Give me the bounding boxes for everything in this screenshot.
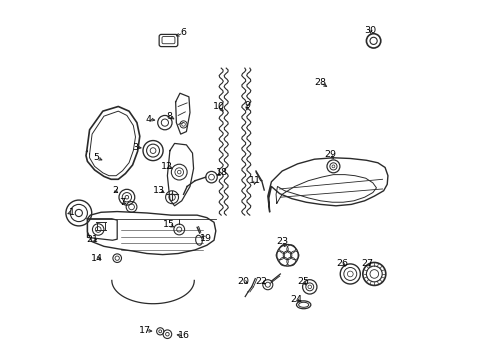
- Text: 15: 15: [163, 220, 175, 229]
- Text: 8: 8: [166, 112, 172, 121]
- Text: 23: 23: [276, 237, 287, 246]
- Text: 29: 29: [323, 150, 335, 159]
- Text: 12: 12: [161, 162, 173, 171]
- Text: 6: 6: [180, 28, 186, 37]
- Text: 26: 26: [335, 259, 347, 268]
- Text: 10: 10: [212, 102, 224, 111]
- Text: 16: 16: [178, 332, 190, 341]
- Text: 14: 14: [91, 254, 102, 263]
- Text: 28: 28: [314, 78, 326, 87]
- Text: 27: 27: [361, 259, 372, 268]
- Text: 5: 5: [94, 153, 100, 162]
- Text: 7: 7: [120, 198, 125, 207]
- Text: 11: 11: [249, 176, 261, 185]
- Text: 1: 1: [68, 208, 75, 217]
- Text: 13: 13: [153, 185, 165, 194]
- Text: 30: 30: [364, 26, 376, 35]
- Text: 20: 20: [237, 276, 249, 285]
- Text: 25: 25: [297, 276, 309, 285]
- Text: 24: 24: [290, 294, 302, 303]
- Text: 22: 22: [255, 276, 267, 285]
- Text: 19: 19: [200, 234, 211, 243]
- Text: 4: 4: [145, 114, 151, 123]
- Text: 18: 18: [216, 168, 228, 177]
- Text: 17: 17: [139, 326, 150, 335]
- Text: 9: 9: [244, 101, 250, 110]
- Text: 21: 21: [86, 235, 98, 244]
- Text: 3: 3: [132, 143, 138, 152]
- Text: 2: 2: [112, 185, 118, 194]
